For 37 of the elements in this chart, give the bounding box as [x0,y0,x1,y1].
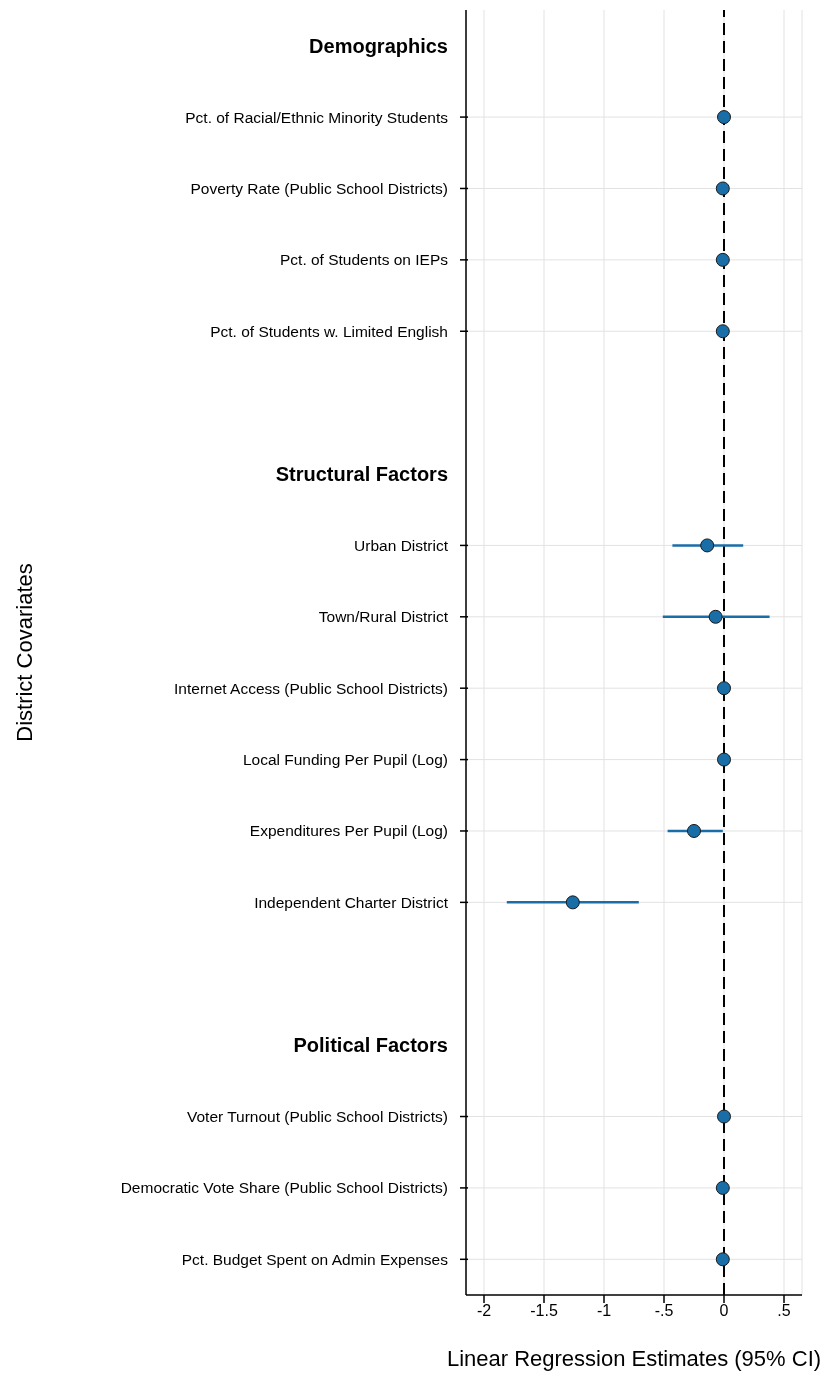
point [715,181,730,196]
y-tick-label: Structural Factors [275,463,448,486]
y-tick-label: Poverty Rate (Public School Districts) [190,179,448,197]
point [717,681,731,696]
y-tick-label: Democratic Vote Share (Public School Districts) [120,1179,448,1197]
point [717,110,731,125]
y-axis-title: District Covariates [11,563,37,742]
y-tick-label: Pct. Budget Spent on Admin Expenses [181,1250,449,1268]
y-tick-label: Political Factors [293,1034,448,1057]
point [700,538,715,553]
x-axis-title: Linear Regression Estimates (95% CI) [446,1346,822,1371]
y-tick-label: Local Funding Per Pupil (Log) [242,751,448,769]
y-tick-label: Internet Access (Public School Districts) [174,679,448,697]
point [715,1252,730,1267]
point [717,752,731,767]
point [717,1109,731,1124]
y-tick-label: Expenditures Per Pupil (Log) [249,822,448,840]
y-tick-label: Pct. of Students w. Limited English [210,322,448,340]
x-tick-label: 0 [719,1302,729,1320]
point [565,895,580,910]
y-tick-label: Town/Rural District [318,608,449,626]
x-tick-label: .5 [777,1302,791,1320]
y-tick-label: Demographics [309,34,448,57]
x-tick-label: -.5 [654,1302,674,1320]
y-tick-label: Pct. of Students on IEPs [279,251,449,269]
y-tick-label: Voter Turnout (Public School Districts) [186,1108,448,1126]
point [715,252,730,267]
y-tick-label: Independent Charter District [254,893,449,911]
x-tick-label: -1 [596,1302,612,1320]
point [715,1180,730,1195]
point [715,324,730,339]
point [687,823,701,838]
y-tick-label: Pct. of Racial/Ethnic Minority Students [185,108,449,126]
point [708,609,723,624]
x-tick-label: -1.5 [530,1302,558,1320]
y-tick-label: Urban District [354,536,449,554]
x-tick-label: -2 [476,1302,492,1320]
